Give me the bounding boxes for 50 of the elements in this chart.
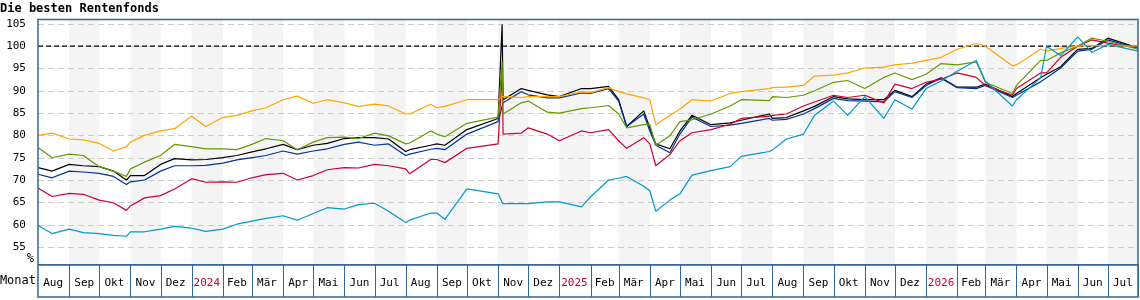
x-tick-label: Jul — [746, 276, 767, 290]
x-tick-label: Apr — [1021, 276, 1042, 290]
y-tick-label: 75 — [12, 150, 26, 164]
x-tick-label: Dez — [533, 276, 554, 290]
y-tick-label: 65 — [12, 195, 26, 209]
x-tick-label: 2024 — [193, 276, 221, 290]
x-tick-label: Feb — [594, 276, 615, 290]
x-tick-label: Aug — [410, 276, 431, 290]
x-tick-label: Jul — [1112, 276, 1133, 290]
x-tick-label: Sep — [808, 276, 829, 290]
x-tick-label: Jun — [349, 276, 370, 290]
y-tick-label: 60 — [12, 217, 26, 231]
x-tick-label: Feb — [961, 276, 982, 290]
y-tick-label: 105 — [6, 16, 26, 30]
chart-title: Die besten Rentenfonds — [0, 1, 159, 16]
x-tick-label: Okt — [838, 276, 859, 290]
x-tick-label: Apr — [654, 276, 676, 290]
x-tick-label: Nov — [135, 276, 156, 290]
x-tick-label: Jun — [716, 276, 737, 290]
y-tick-label: 90 — [12, 83, 26, 97]
x-tick-label: Mai — [1051, 276, 1072, 290]
x-tick-label: Okt — [104, 276, 125, 290]
y-tick-label: 55 — [12, 239, 26, 253]
x-axis-title: Monat — [0, 273, 36, 288]
x-tick-label: Feb — [226, 276, 247, 290]
y-tick-label: 95 — [12, 61, 26, 75]
x-tick-label: Sep — [74, 276, 95, 290]
x-tick-label: Aug — [43, 276, 64, 290]
x-tick-label: Dez — [900, 276, 920, 290]
x-tick-label: Jun — [1082, 276, 1103, 290]
x-tick-label: Mär — [623, 276, 645, 290]
x-tick-label: 2026 — [927, 276, 955, 290]
x-tick-label: Sep — [441, 276, 462, 290]
x-tick-label: Okt — [472, 276, 492, 290]
x-tick-label: Nov — [869, 276, 891, 290]
y-tick-label: 100 — [6, 39, 26, 53]
x-tick-label: Jul — [379, 276, 400, 290]
x-tick-label: 2025 — [561, 276, 588, 290]
x-tick-label: Mai — [318, 276, 339, 290]
y-axis-title: % — [26, 251, 35, 266]
y-tick-label: 70 — [12, 172, 26, 186]
y-tick-label: 85 — [12, 105, 26, 119]
x-tick-label: Mär — [990, 276, 1011, 290]
x-tick-label: Dez — [165, 276, 186, 290]
y-tick-label: 80 — [12, 128, 26, 142]
x-tick-label: Nov — [503, 276, 524, 290]
x-tick-label: Mär — [257, 276, 278, 290]
x-tick-label: Mai — [685, 276, 705, 290]
x-tick-label: Apr — [288, 276, 309, 290]
x-tick-label: Aug — [777, 276, 798, 290]
